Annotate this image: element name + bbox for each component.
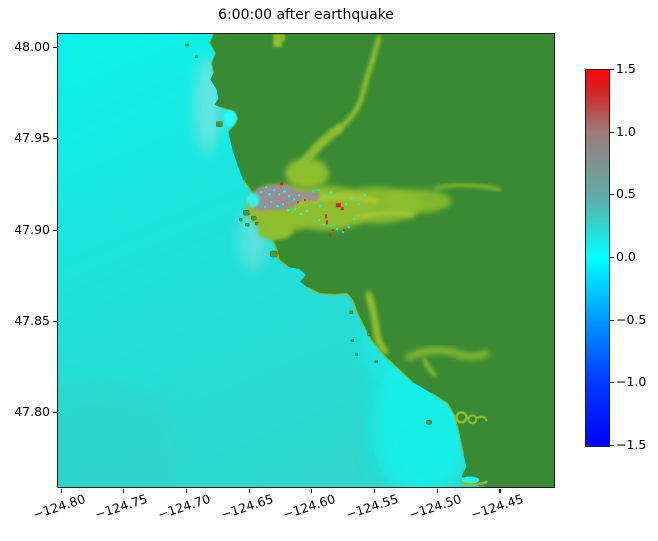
map-canvas (58, 34, 554, 487)
x-tick-label: −124.60 (280, 490, 338, 523)
land (209, 34, 554, 487)
y-tick-mark (53, 47, 57, 49)
y-tick-mark (53, 412, 57, 414)
x-tick-mark (60, 489, 62, 493)
x-tick-label: −124.50 (406, 490, 464, 523)
islets (185, 43, 432, 425)
y-tick-mark (53, 229, 57, 231)
colorbar-tick-mark (610, 194, 614, 196)
x-tick-label: −124.75 (92, 490, 150, 523)
colorbar-tick-mark (610, 445, 614, 447)
colorbar-tick-label: 0.0 (616, 249, 636, 264)
colorbar-tick-mark (610, 131, 614, 133)
y-tick-label: 47.80 (14, 404, 50, 419)
inlets (224, 110, 488, 486)
colorbar-tick-mark (610, 69, 614, 71)
y-tick-mark (53, 321, 57, 323)
x-tick-label: −124.80 (30, 490, 88, 523)
y-tick-label: 47.90 (14, 221, 50, 237)
x-tick-mark (499, 489, 501, 493)
y-tick-label: 48.00 (14, 39, 50, 54)
colorbar-gradient (586, 70, 609, 446)
colorbar-tick-mark (610, 382, 614, 384)
colorbar-tick-label: −1.5 (616, 437, 647, 452)
x-tick-mark (436, 489, 438, 493)
y-tick-label: 47.85 (14, 313, 50, 328)
x-tick-label: −124.55 (343, 490, 401, 523)
x-tick-mark (185, 489, 188, 493)
x-tick-label: −124.45 (468, 490, 526, 523)
colorbar-tick-mark (610, 319, 614, 321)
colorbar-tick-label: 1.0 (616, 123, 636, 139)
x-tick-mark (311, 489, 313, 493)
chart-title: 6:00:00 after earthquake (218, 7, 394, 23)
map-axes (57, 33, 555, 488)
colorbar-tick-label: 0.5 (616, 186, 636, 202)
colorbar-tick-mark (610, 257, 614, 259)
x-tick-mark (374, 489, 376, 493)
y-tick-mark (53, 138, 57, 140)
wave-specks (260, 182, 366, 237)
x-tick-label: −124.65 (218, 490, 276, 523)
colorbar (585, 69, 610, 447)
colorbar-tick-label: −1.0 (616, 374, 647, 390)
colorbar-tick-label: −0.5 (616, 311, 647, 327)
x-tick-label: −124.70 (155, 490, 213, 523)
x-tick-mark (123, 489, 125, 493)
colorbar-tick-label: 1.5 (616, 61, 636, 76)
y-tick-label: 47.95 (14, 130, 50, 145)
x-tick-mark (248, 489, 250, 493)
